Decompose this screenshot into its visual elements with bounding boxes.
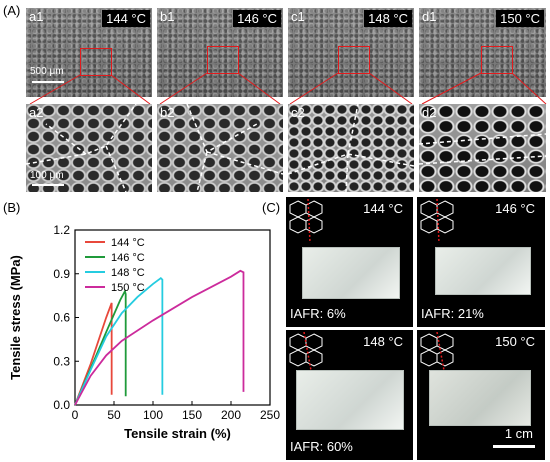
grain-boundary-lines — [419, 133, 546, 165]
sem-image-c1: c1 148 °C — [288, 8, 414, 97]
y-axis-title: Tensile stress (MPa) — [8, 255, 23, 380]
sem-label: a1 — [29, 9, 44, 24]
tensile-chart: 0 50 100 150 200 250 0.0 0.3 0.6 0.9 1.2 Tensile st… — [8, 223, 280, 441]
x-axis-title: Tensile strain (%) — [124, 426, 231, 441]
photo-temperature: 146 °C — [495, 201, 535, 216]
scale-bar-label: 1 cm — [504, 426, 533, 441]
scale-bar-label: 100 μm — [30, 170, 64, 181]
zoom-box — [207, 46, 239, 74]
legend-label: 146 °C — [111, 252, 145, 264]
sem-image-d1: d1 150 °C — [419, 8, 546, 97]
x-tick-label: 200 — [221, 408, 241, 422]
foam-sample — [429, 370, 531, 426]
x-tick-label: 250 — [260, 408, 280, 422]
hexagon-icon — [289, 332, 323, 376]
foam-sample — [302, 247, 400, 299]
temperature-label: 144 °C — [102, 10, 150, 27]
panel-a-letter: (A) — [3, 3, 21, 18]
foam-sample — [296, 370, 404, 430]
iafr-label: IAFR: 21% — [421, 306, 484, 321]
temperature-label: 146 °C — [233, 10, 281, 27]
sem-image-b1: b1 146 °C — [157, 8, 283, 97]
grain-boundary-lines — [26, 104, 137, 192]
temperature-label: 150 °C — [496, 10, 544, 27]
legend-label: 150 °C — [111, 282, 145, 294]
x-tick-label: 100 — [143, 408, 163, 422]
panel-b-letter: (B) — [3, 200, 21, 215]
sem-label: a2 — [29, 105, 44, 120]
iafr-label: IAFR: 6% — [290, 306, 346, 321]
legend-label: 144 °C — [111, 237, 145, 249]
zoom-connectors — [29, 72, 547, 105]
sem-label: c2 — [291, 105, 305, 120]
x-tick-label: 0 — [72, 408, 79, 422]
photo-temperature: 150 °C — [495, 334, 535, 349]
y-tick-label: 0.3 — [53, 354, 70, 368]
series-line — [74, 276, 164, 406]
y-tick-label: 0.6 — [53, 311, 70, 325]
foam-sample — [435, 247, 531, 295]
sem-label: d2 — [422, 105, 437, 120]
grain-boundary-lines — [288, 104, 414, 192]
series-line — [74, 269, 245, 406]
iafr-label: IAFR: 60% — [290, 439, 353, 454]
hexagon-icon — [420, 199, 454, 243]
zoom-box — [481, 46, 513, 74]
photo-temperature: 144 °C — [363, 201, 403, 216]
scale-bar — [32, 184, 64, 186]
hexagon-icon — [289, 199, 323, 243]
sem-label: c1 — [291, 9, 305, 24]
panel-c-letter: (C) — [262, 200, 281, 215]
x-tick-label: 150 — [182, 408, 202, 422]
hexagon-icon — [420, 332, 454, 376]
scale-bar — [32, 81, 64, 83]
series-line — [74, 302, 113, 406]
photo-temperature: 148 °C — [363, 334, 403, 349]
y-tick-label: 0.9 — [53, 267, 70, 281]
sem-image-b2: b2 — [157, 104, 283, 192]
sem-label: b1 — [160, 9, 175, 24]
zoom-box — [80, 48, 112, 76]
sem-image-d2: d2 — [419, 104, 546, 192]
y-tick-label: 1.2 — [53, 223, 70, 237]
temperature-label: 148 °C — [364, 10, 412, 27]
scale-bar-label: 500 μm — [30, 66, 64, 77]
zoom-box — [338, 46, 370, 74]
y-tick-label: 0.0 — [53, 398, 70, 412]
scale-bar — [493, 445, 535, 448]
legend-label: 148 °C — [111, 267, 145, 279]
sem-image-c2: c2 — [288, 104, 414, 192]
sem-image-a1: a1 144 °C 500 μm — [26, 8, 152, 97]
sample-photo-148: 148 °C IAFR: 60% — [286, 330, 413, 460]
x-tick-label: 50 — [107, 408, 121, 422]
sem-image-a2: a2 100 μm — [26, 104, 152, 192]
sem-label: d1 — [422, 9, 437, 24]
sample-photo-144: 144 °C IAFR: 6% — [286, 197, 413, 327]
sample-photo-150: 150 °C 1 cm — [417, 330, 545, 460]
sample-photo-146: 146 °C IAFR: 21% — [417, 197, 545, 327]
grain-boundary-lines — [186, 104, 283, 192]
sem-label: b2 — [160, 105, 175, 120]
